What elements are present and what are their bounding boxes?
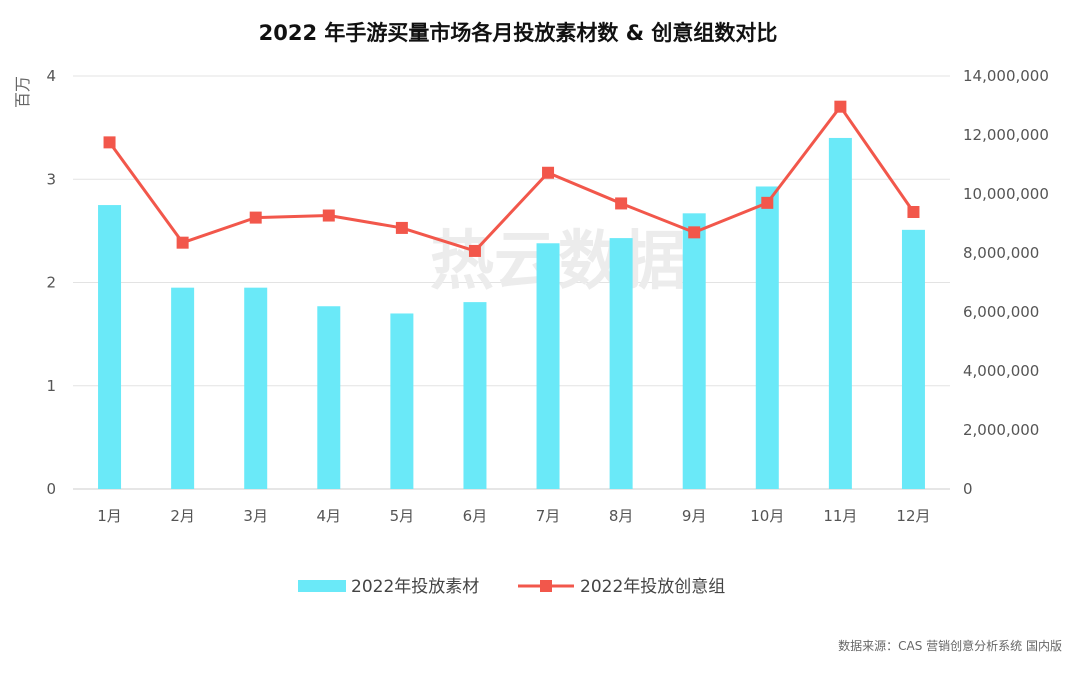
bar <box>171 287 195 489</box>
x-tick-label: 9月 <box>682 507 707 525</box>
y-right-tick-label: 2,000,000 <box>963 421 1039 439</box>
bar-series <box>98 137 925 490</box>
legend-swatch-bar <box>298 580 346 592</box>
y-left-tick-label: 0 <box>46 480 56 498</box>
bar <box>463 302 487 489</box>
bar <box>682 213 706 489</box>
line-marker <box>176 236 189 249</box>
line-marker <box>688 226 701 239</box>
line-marker <box>468 244 481 257</box>
y-right-tick-label: 10,000,000 <box>963 185 1049 203</box>
y-left-tick-label: 4 <box>46 67 56 85</box>
line-marker <box>761 196 774 209</box>
series-line <box>108 105 915 253</box>
bar <box>317 306 341 489</box>
y-left-tick-label: 3 <box>46 170 56 188</box>
y-right-tick-label: 14,000,000 <box>963 67 1049 85</box>
y-right-tick-label: 6,000,000 <box>963 303 1039 321</box>
bar <box>828 137 852 489</box>
line-marker <box>395 221 408 234</box>
legend-label-line: 2022年投放创意组 <box>580 577 725 597</box>
line-marker <box>103 136 116 149</box>
legend-label-bar: 2022年投放素材 <box>351 577 479 597</box>
bar <box>244 287 268 489</box>
bar <box>98 205 122 489</box>
x-tick-label: 10月 <box>750 507 784 525</box>
source-note: 数据来源：CAS 营销创意分析系统 国内版 <box>838 638 1062 653</box>
x-tick-label: 1月 <box>97 507 122 525</box>
bar <box>390 313 414 489</box>
x-tick-label: 7月 <box>536 507 561 525</box>
x-tick-label: 5月 <box>390 507 415 525</box>
x-tick-label: 3月 <box>243 507 268 525</box>
line-marker <box>322 209 335 222</box>
legend: 2022年投放素材 2022年投放创意组 <box>298 577 725 597</box>
y-left-tick-label: 2 <box>46 274 56 292</box>
line-marker <box>542 166 555 179</box>
x-tick-label: 2月 <box>170 507 195 525</box>
chart-title: 2022 年手游买量市场各月投放素材数 & 创意组数对比 <box>259 21 778 45</box>
x-tick-label: 11月 <box>823 507 857 525</box>
bar <box>609 238 633 489</box>
y-right-tick-label: 4,000,000 <box>963 362 1039 380</box>
x-tick-label: 6月 <box>463 507 488 525</box>
line-marker <box>615 197 628 210</box>
line-series <box>103 100 920 257</box>
y-right-tick-label: 0 <box>963 480 973 498</box>
x-tick-label: 8月 <box>609 507 634 525</box>
x-tick-label: 4月 <box>317 507 342 525</box>
line-marker <box>834 100 847 113</box>
line-marker <box>907 205 920 218</box>
axes: 0 1 2 3 4 0 2,000,000 4,000,000 6,000,000 8,000,0… <box>46 67 1048 525</box>
grid <box>73 75 950 490</box>
y-left-tick-label: 1 <box>46 377 56 395</box>
line-marker <box>249 211 262 224</box>
bar <box>536 243 560 489</box>
y-right-tick-label: 8,000,000 <box>963 244 1039 262</box>
legend-swatch-marker <box>540 580 552 592</box>
y-right-tick-label: 12,000,000 <box>963 126 1049 144</box>
bar <box>901 229 925 489</box>
bar <box>755 186 779 490</box>
y-left-unit: 百万 <box>13 76 32 108</box>
x-tick-label: 12月 <box>896 507 930 525</box>
